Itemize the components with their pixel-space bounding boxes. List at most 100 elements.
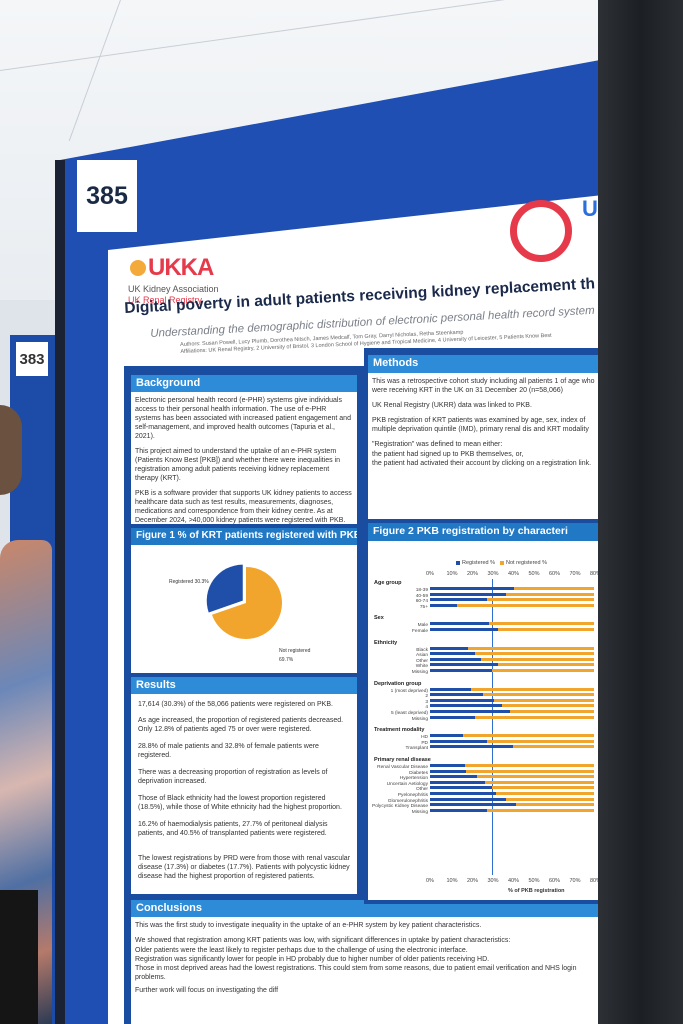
result-item: 28.8% of male patients and 32.8% of fema… [138, 743, 319, 759]
x-tick-top: 0% [426, 571, 434, 577]
bar-registered [430, 592, 506, 596]
bar-not-registered [456, 603, 594, 607]
board-number: 385 [77, 160, 137, 232]
methods-heading: Methods [368, 355, 600, 373]
x-tick-top: 70% [569, 571, 581, 577]
category-label: 40-59 [415, 593, 428, 599]
conclusions-b2: Registration was significantly lower for… [135, 956, 490, 963]
results-heading: Results [131, 677, 357, 694]
bar-registered [430, 587, 515, 590]
legend-not-registered-swatch [500, 561, 504, 565]
bar-registered [430, 657, 482, 661]
x-tick-top: 20% [467, 571, 479, 577]
x-tick-top: 80% [590, 571, 600, 577]
category-label: 18-39 [415, 588, 428, 593]
bar-not-registered [487, 598, 594, 602]
bar-not-registered [495, 792, 594, 795]
pie-slice-not-registered [211, 567, 282, 639]
x-tick-bottom: 20% [467, 878, 479, 884]
methods-p4: "Registration" was defined to mean eithe… [372, 441, 503, 448]
bar-registered [430, 734, 464, 738]
category-label: Glomerulonephritis [387, 798, 428, 804]
category-label: 75+ [419, 604, 428, 610]
person-legs [0, 890, 38, 1024]
pie-chart [206, 564, 282, 639]
bar-not-registered [513, 745, 594, 749]
results-box: 17,614 (30.3%) of the 58,066 patients we… [131, 694, 357, 894]
bar-registered [430, 652, 476, 656]
bar-not-registered [486, 739, 594, 743]
bar-registered [430, 693, 484, 697]
bar-registered [430, 745, 514, 749]
group-label: Sex [374, 615, 384, 622]
category-label: Other [416, 658, 428, 664]
category-label: Missing [411, 670, 428, 675]
x-tick-bottom: 80% [590, 878, 600, 884]
bar-not-registered [466, 769, 594, 773]
methods-b1: the patient had signed up to PKB themsel… [372, 451, 524, 458]
methods-p1: This was a retrospective cohort study in… [372, 378, 595, 394]
category-label: Hypertension [399, 776, 428, 782]
bar-not-registered [516, 803, 594, 807]
x-tick-top: 60% [549, 571, 561, 577]
x-tick-bottom: 50% [528, 878, 540, 884]
category-label: Polycystic Kidney Disease [372, 804, 428, 810]
methods-p2: UK Renal Registry (UKRR) data was linked… [372, 402, 532, 409]
bar-not-registered [481, 657, 594, 661]
conclusions-b1: Older patients were the least likely to … [135, 947, 468, 954]
category-label: HD [421, 735, 428, 741]
bar-registered [430, 698, 494, 702]
pie-slice-registered [206, 564, 243, 613]
neighbor-board-number: 383 [16, 342, 48, 376]
bar-registered [430, 780, 486, 784]
bar-registered [430, 704, 502, 708]
bar-not-registered [483, 693, 594, 697]
conclusions-p1: This was the first study to investigate … [135, 922, 482, 929]
bar-not-registered [493, 698, 594, 702]
bar-registered [430, 786, 492, 790]
bar-not-registered [475, 652, 594, 656]
group-label: Treatment modality [374, 727, 425, 734]
figure1-heading: Figure 1 % of KRT patients registered wi… [131, 528, 357, 545]
x-tick-bottom: 10% [446, 878, 458, 884]
category-label: 60-74 [415, 599, 428, 605]
org-names: UK Kidney Association UK Renal Registry [128, 284, 219, 306]
category-label: Other [416, 787, 428, 793]
figure2-heading: Figure 2 PKB registration by characteri [368, 523, 600, 541]
bar-registered [430, 622, 490, 626]
registry-crest-icon [510, 200, 572, 262]
category-label: Asian [416, 653, 428, 659]
category-label: 5 (least deprived) [390, 711, 428, 716]
x-tick-top: 40% [508, 571, 520, 577]
bar-registered [430, 769, 467, 773]
category-label: Missing [411, 809, 428, 815]
group-label: Age group [374, 580, 402, 586]
pie-label-registered: Registered 30.3% [169, 579, 209, 585]
background-p2: This project aimed to understand the upt… [135, 448, 341, 482]
bar-registered [430, 739, 487, 743]
legend-registered-label: Registered % [462, 560, 496, 566]
result-item: 17,614 (30.3%) of the 58,066 patients we… [138, 701, 333, 708]
background-p1: Electronic personal health record (e-PHR… [135, 397, 351, 440]
bar-registered [430, 710, 510, 713]
category-label: Missing [411, 716, 428, 722]
bar-registered [430, 797, 506, 801]
bar-registered [430, 603, 457, 607]
pie-label-not-registered: Not registered 69.7% [279, 648, 311, 663]
bar-registered [430, 628, 498, 631]
bar-not-registered [501, 704, 594, 708]
bar-registered [430, 687, 471, 691]
group-label: Ethnicity [374, 639, 398, 646]
result-item: The lowest registrations by PRD were fro… [138, 855, 351, 880]
legend-not-registered-label: Not registered % [506, 560, 547, 566]
bar-not-registered [477, 775, 594, 779]
legend-registered-swatch [456, 561, 460, 565]
methods-box: This was a retrospective cohort study in… [368, 373, 600, 519]
bar-not-registered [509, 710, 594, 713]
category-label: 4 [425, 705, 428, 711]
figure2-box: % of PKB registration Registered % Not re… [368, 541, 600, 900]
methods-b2: the patient had activated their account … [372, 460, 592, 467]
bar-registered [430, 646, 468, 650]
category-label: PD [421, 740, 428, 746]
bar-registered [430, 808, 488, 812]
